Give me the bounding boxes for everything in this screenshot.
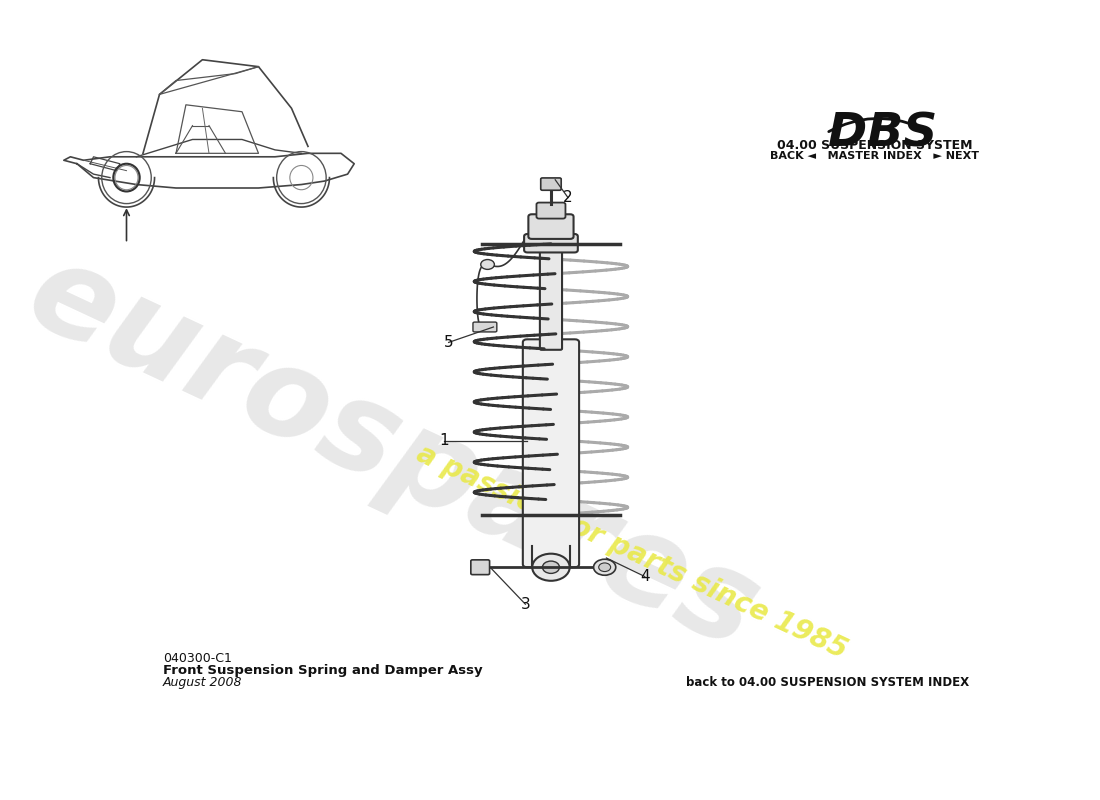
FancyBboxPatch shape [471,560,490,574]
Text: a passion for parts since 1985: a passion for parts since 1985 [412,439,851,664]
Text: 3: 3 [520,597,530,612]
FancyBboxPatch shape [473,322,497,332]
Text: 1: 1 [440,434,449,449]
FancyBboxPatch shape [537,202,565,218]
FancyBboxPatch shape [524,234,578,253]
FancyBboxPatch shape [522,339,579,567]
FancyBboxPatch shape [540,242,562,350]
Text: DBS: DBS [828,111,937,157]
FancyBboxPatch shape [528,214,573,239]
Circle shape [542,561,560,574]
Text: 040300-C1: 040300-C1 [163,652,232,665]
Text: BACK ◄   MASTER INDEX   ► NEXT: BACK ◄ MASTER INDEX ► NEXT [770,151,979,162]
Circle shape [532,554,570,581]
Text: Front Suspension Spring and Damper Assy: Front Suspension Spring and Damper Assy [163,664,483,677]
Text: 04.00 SUSPENSION SYSTEM: 04.00 SUSPENSION SYSTEM [778,139,972,152]
Text: 4: 4 [640,569,649,584]
Text: August 2008: August 2008 [163,676,243,690]
Text: back to 04.00 SUSPENSION SYSTEM INDEX: back to 04.00 SUSPENSION SYSTEM INDEX [685,676,969,690]
Text: eurospares: eurospares [10,231,777,675]
FancyArrowPatch shape [828,118,920,132]
Text: 5: 5 [443,335,453,350]
Circle shape [594,559,616,575]
FancyBboxPatch shape [541,178,561,190]
Text: 2: 2 [563,190,573,205]
Circle shape [598,563,611,571]
Circle shape [481,259,494,270]
